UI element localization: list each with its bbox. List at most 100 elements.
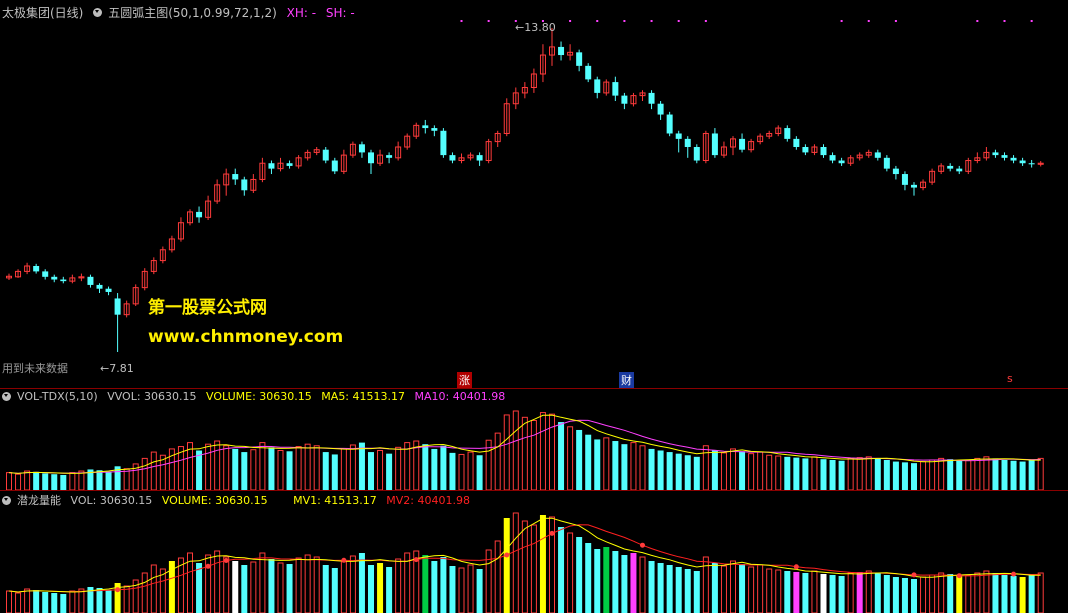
candle-body xyxy=(223,173,230,186)
watermark-title: 第一股票公式网 xyxy=(148,298,267,318)
volume-bar xyxy=(657,450,664,490)
volume-bar xyxy=(576,537,583,613)
candle-body xyxy=(666,114,673,134)
xh-marker xyxy=(650,20,653,22)
volume-bar xyxy=(395,446,402,490)
volume-bar xyxy=(51,474,58,490)
candle-body xyxy=(123,303,130,316)
volume-pane[interactable]: VOL-TDX(5,10) VVOL: 30630.15 VOLUME: 306… xyxy=(0,389,1068,490)
volume-bar xyxy=(241,565,248,613)
volume-bar xyxy=(223,556,230,613)
volume-bar xyxy=(911,579,917,613)
mv1-readout: MV1: 41513.17 xyxy=(293,494,377,507)
volume-bar xyxy=(784,456,791,490)
volume-bar xyxy=(730,560,736,613)
volume-bar xyxy=(132,579,139,613)
candle-body xyxy=(150,260,157,272)
candle-body xyxy=(24,265,31,272)
xh-marker xyxy=(867,20,870,22)
volume-bar xyxy=(621,555,628,613)
candle-body xyxy=(295,157,302,167)
candle-body xyxy=(901,174,908,185)
volume-bar xyxy=(232,448,239,490)
pane-divider-1[interactable] xyxy=(0,388,1068,389)
volume-bar xyxy=(60,474,67,490)
volume-bar xyxy=(377,563,384,613)
pane-divider-2[interactable] xyxy=(0,490,1068,491)
volume-bar xyxy=(42,592,49,613)
volume-bar xyxy=(920,576,927,613)
future-data-label: 用到未来数据 xyxy=(2,362,68,375)
candle-body xyxy=(331,160,338,172)
volume-bar xyxy=(476,455,483,490)
volume-bar xyxy=(793,457,800,490)
candlestick-chart[interactable] xyxy=(0,0,1068,388)
volume-bar xyxy=(766,568,773,613)
volume-bar xyxy=(304,554,311,613)
volume-bar xyxy=(901,578,908,613)
volume-bar xyxy=(232,561,239,613)
volume-bar xyxy=(621,444,628,490)
volume-bar xyxy=(322,452,329,490)
event-marker-cai[interactable]: 财 xyxy=(619,372,634,388)
volume-header: VOL-TDX(5,10) VVOL: 30630.15 VOLUME: 306… xyxy=(2,390,511,403)
signal-dot xyxy=(504,552,510,558)
volume-bar xyxy=(693,571,700,613)
xh-marker xyxy=(840,20,843,22)
volume-bar xyxy=(675,453,682,490)
volume-bar xyxy=(187,442,193,490)
volume-bar xyxy=(277,450,284,490)
volume-bar xyxy=(938,572,945,613)
candle-body xyxy=(340,154,347,172)
volume-bar xyxy=(892,577,899,613)
xh-marker xyxy=(677,20,680,22)
volume-bar xyxy=(51,593,58,613)
qianlong-volume-chart[interactable] xyxy=(0,491,1068,613)
volume-bar xyxy=(386,453,393,490)
volume-bar xyxy=(503,414,510,490)
xh-marker xyxy=(541,20,544,22)
xh-marker xyxy=(1030,20,1033,22)
volume-bar xyxy=(757,451,764,490)
volume-bar xyxy=(901,462,908,490)
low-arrow-icon: ← xyxy=(100,362,110,375)
volume-bar xyxy=(168,448,175,490)
candle-body xyxy=(51,276,58,280)
qianlong-volume-pane[interactable]: 潜龙量能 VOL: 30630.15 VOLUME: 30630.15 MV1:… xyxy=(0,491,1068,613)
volume-bar xyxy=(558,422,565,490)
volume-bar xyxy=(730,448,736,490)
candle-body xyxy=(675,133,682,139)
signal-dot xyxy=(1011,571,1017,577)
candle-body xyxy=(947,165,954,169)
volume-bar xyxy=(820,459,827,490)
volume-bar xyxy=(214,550,221,613)
volume-bar xyxy=(277,562,284,613)
volume-bar xyxy=(196,450,203,490)
volume-bar xyxy=(349,555,356,613)
volume-bar xyxy=(422,444,429,490)
volume-bar xyxy=(440,557,447,613)
event-marker-s[interactable]: s xyxy=(1007,372,1013,385)
volume-bar xyxy=(766,454,773,490)
volume-bar xyxy=(368,565,374,613)
candle-body xyxy=(241,179,248,191)
candle-body xyxy=(576,52,583,66)
indicator-dropdown-icon[interactable] xyxy=(93,8,103,17)
event-marker-zhang[interactable]: 涨 xyxy=(457,372,472,388)
volume-indicator-name[interactable]: VOL-TDX(5,10) xyxy=(17,390,98,403)
volume-bar xyxy=(313,556,320,613)
volume-bar xyxy=(612,441,619,490)
qianlong-dropdown-icon[interactable] xyxy=(2,495,11,505)
volume-indicator-dropdown-icon[interactable] xyxy=(2,391,11,401)
qianlong-indicator-name[interactable]: 潜龙量能 xyxy=(17,494,61,507)
indicator-name[interactable]: 五圆弧主图(50,1,0.99,72,1,2) xyxy=(108,6,277,20)
volume-chart[interactable] xyxy=(0,389,1068,490)
candle-body xyxy=(368,152,374,164)
candle-body xyxy=(431,128,438,131)
candle-body xyxy=(1037,162,1044,165)
candle-body xyxy=(702,132,709,162)
volume-bar xyxy=(24,588,31,613)
main-price-pane[interactable]: 太极集团(日线) 五圆弧主图(50,1,0.99,72,1,2) XH: - S… xyxy=(0,0,1068,388)
volume-bar xyxy=(205,443,212,490)
xh-marker xyxy=(596,20,599,22)
